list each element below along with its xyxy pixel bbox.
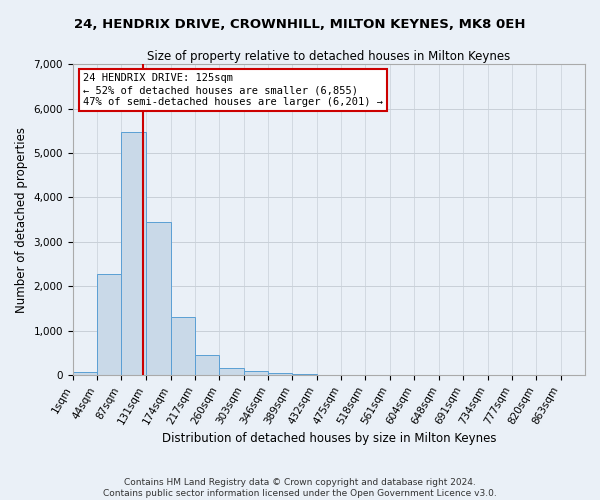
- Text: 24, HENDRIX DRIVE, CROWNHILL, MILTON KEYNES, MK8 0EH: 24, HENDRIX DRIVE, CROWNHILL, MILTON KEY…: [74, 18, 526, 30]
- Text: 24 HENDRIX DRIVE: 125sqm
← 52% of detached houses are smaller (6,855)
47% of sem: 24 HENDRIX DRIVE: 125sqm ← 52% of detach…: [83, 74, 383, 106]
- Bar: [97, 274, 121, 375]
- Bar: [170, 318, 195, 375]
- Bar: [292, 374, 317, 375]
- Bar: [244, 371, 268, 375]
- Bar: [268, 373, 292, 375]
- Bar: [195, 355, 220, 375]
- Title: Size of property relative to detached houses in Milton Keynes: Size of property relative to detached ho…: [147, 50, 511, 63]
- Y-axis label: Number of detached properties: Number of detached properties: [15, 126, 28, 312]
- Bar: [220, 368, 244, 375]
- Bar: [73, 372, 97, 375]
- X-axis label: Distribution of detached houses by size in Milton Keynes: Distribution of detached houses by size …: [161, 432, 496, 445]
- Text: Contains HM Land Registry data © Crown copyright and database right 2024.
Contai: Contains HM Land Registry data © Crown c…: [103, 478, 497, 498]
- Bar: [121, 132, 146, 375]
- Bar: [146, 222, 170, 375]
